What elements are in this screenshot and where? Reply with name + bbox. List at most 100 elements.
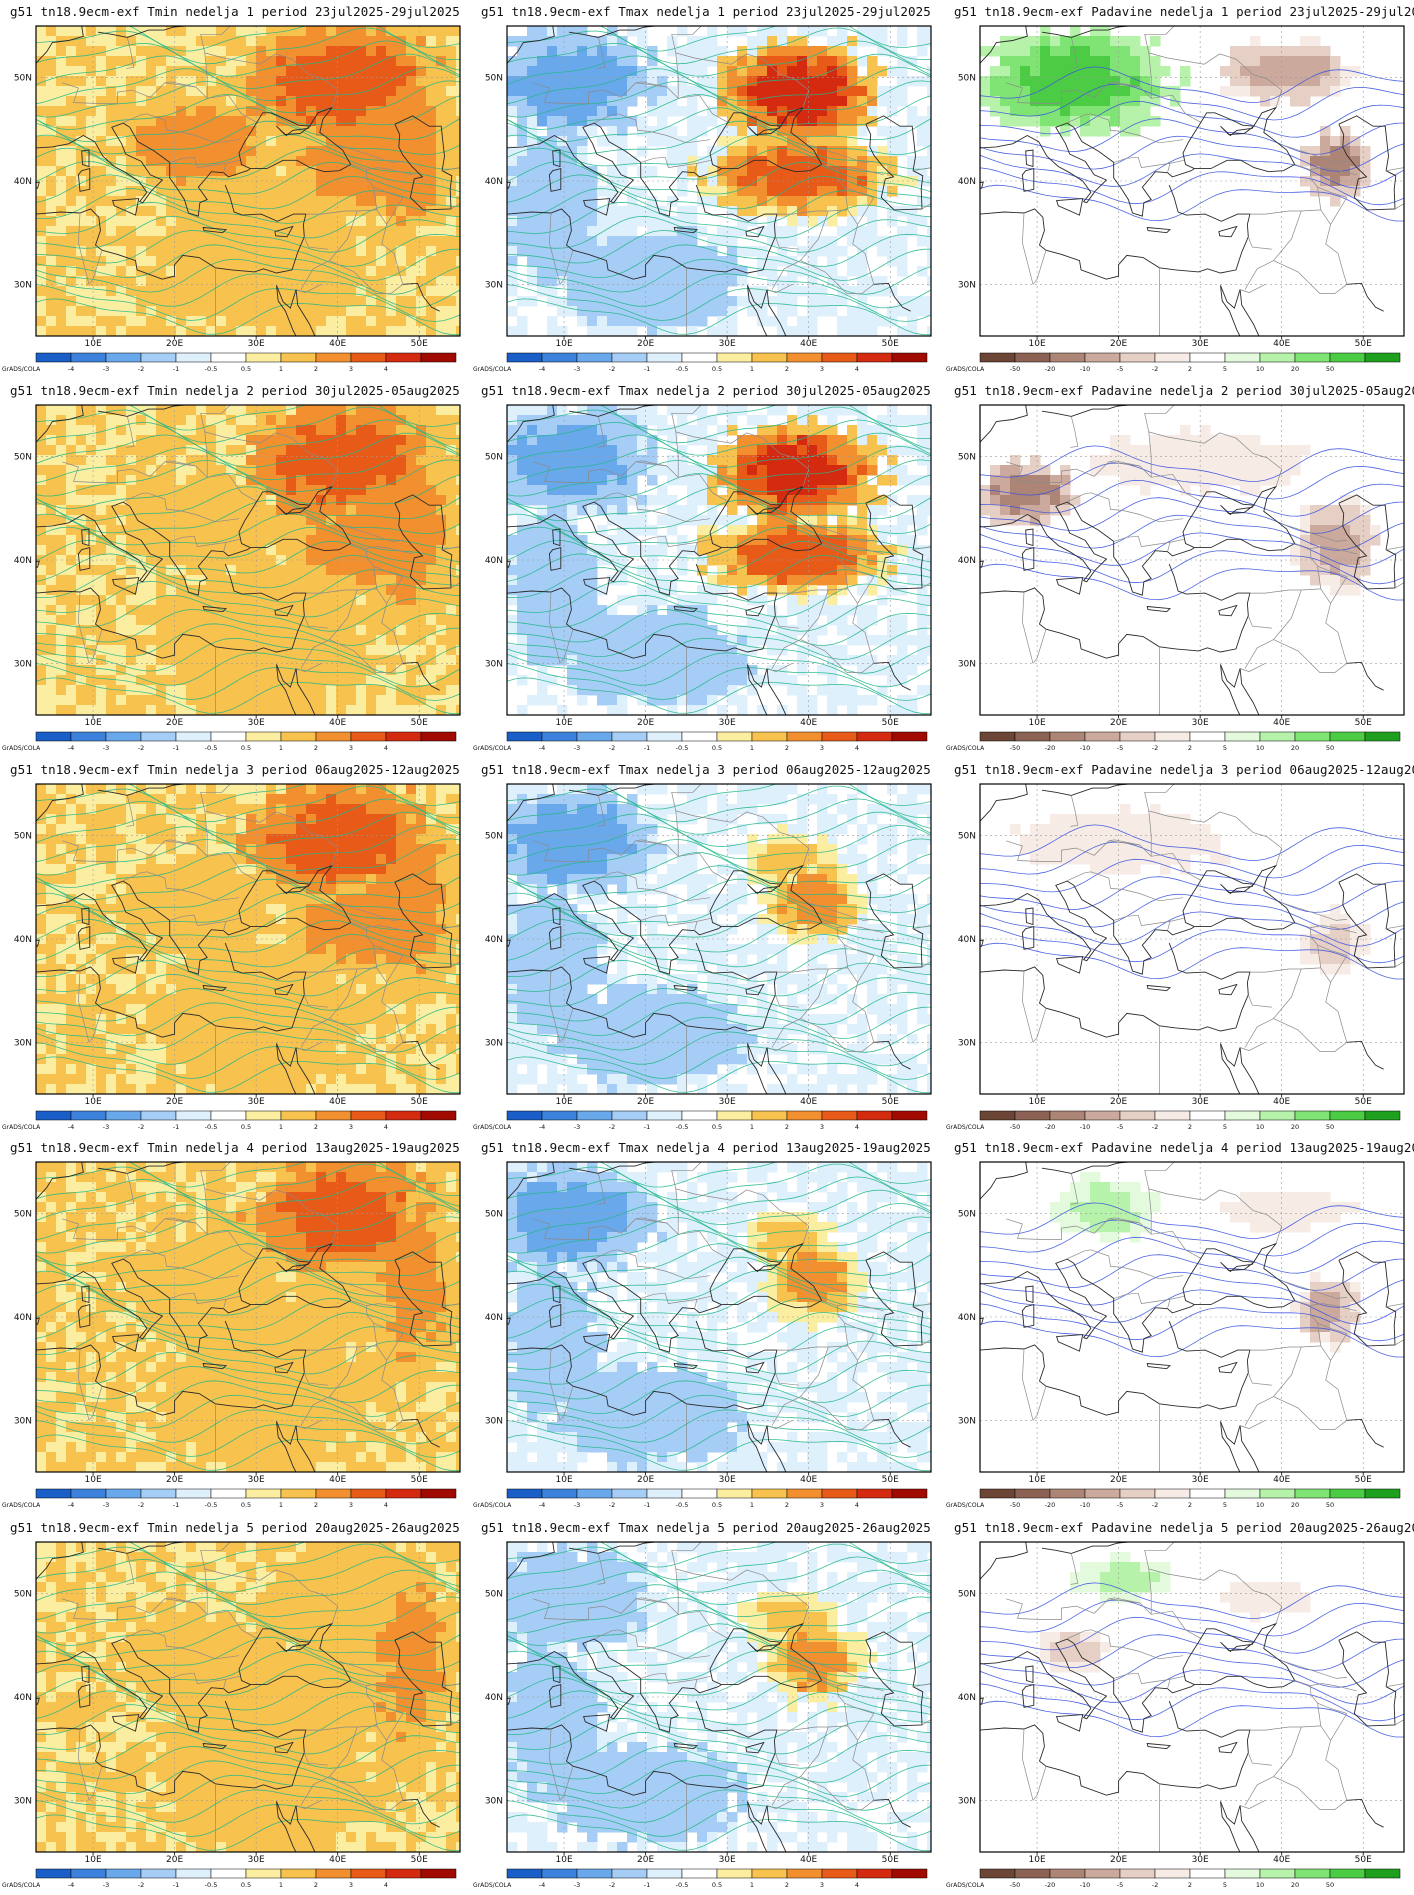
lon-tick-label: 20E [637,1097,654,1107]
colorbar-swatch [1049,731,1086,742]
lon-tick-label: 20E [1110,1097,1127,1107]
anomaly-field [507,405,931,715]
prec-panel-week-2: g51 tn18.9ecm-exf Padavine nedelja 2 per… [944,379,1414,758]
axis-labels: 10E 20E 30E 40E 50E 30N 40N 50N [14,1590,428,1865]
colorbar-tick-label: 4 [384,365,388,373]
colorbar-swatch [751,1110,788,1121]
map-frame [35,25,461,337]
lat-tick-label: 40N [14,556,32,566]
colorbar-tick-label: 1 [750,1123,754,1131]
colorbar-tick-label: 20 [1291,1881,1299,1889]
colorbar-tick-label: 3 [820,744,824,752]
lon-tick-label: 30E [719,339,736,349]
colorbar-tick-label: 5 [1223,365,1227,373]
colorbar-swatch [979,1868,1016,1879]
colorbar-tick-label: -0.5 [676,1123,689,1131]
graticule [980,26,1404,336]
colorbar-tick-label: 3 [820,1501,824,1509]
colorbar-swatch [576,731,613,742]
colorbar-swatch [1364,1110,1401,1121]
colorbar-swatch [681,731,718,742]
colorbar-swatch [1119,731,1156,742]
colorbar-tick-label: -0.5 [205,1501,218,1509]
colorbar-tick-label: 2 [785,1881,789,1889]
colorbar-tick-label: -3 [103,1881,109,1889]
colorbar-tick-label: -2 [1152,1501,1158,1509]
colorbar-tick-label: 4 [384,1123,388,1131]
grads-credit: GrADS/COLA [473,366,512,373]
lon-tick-label: 30E [1192,339,1209,349]
country-borders [61,405,460,715]
tmax-panel-week-1: g51 tn18.9ecm-exf Tmax nedelja 1 period … [471,0,941,379]
colorbar-tick-label: 2 [785,365,789,373]
map-frame [35,1541,461,1853]
colorbar-tick-label: 10 [1256,365,1264,373]
lat-tick-label: 30N [14,659,32,669]
lon-tick-label: 50E [1355,339,1372,349]
colorbar-swatch [646,1488,683,1499]
colorbar-swatch [1049,1868,1086,1879]
colorbar-tick-label: -1 [644,1501,650,1509]
lon-tick-label: 10E [556,1097,573,1107]
colorbar-swatch [1189,1488,1226,1499]
colorbar-swatch [506,1488,543,1499]
colorbar-tick-label: 50 [1326,1881,1334,1889]
anomaly-field [36,405,460,715]
lon-tick-label: 20E [1110,718,1127,728]
tmax-panel-week-2: g51 tn18.9ecm-exf Tmax nedelja 2 period … [471,379,941,758]
colorbar-swatch [1154,1868,1191,1879]
country-borders [532,26,931,336]
map-frame [979,783,1405,1095]
colorbar-tick-label: 1 [750,744,754,752]
axis-labels: 10E 20E 30E 40E 50E 30N 40N 50N [485,1590,899,1865]
colorbar-swatch [1329,1110,1366,1121]
colorbar-swatch [1014,1488,1051,1499]
colorbar-swatch [576,352,613,363]
lat-tick-label: 40N [14,1313,32,1323]
colorbar-swatch [1329,731,1366,742]
graticule [980,784,1404,1094]
colorbar-swatch [1189,1110,1226,1121]
colorbar-tick-label: -0.5 [676,744,689,752]
lat-tick-label: 40N [14,1693,32,1703]
colorbar-tick-label: -50 [1010,1123,1021,1131]
colorbar-swatch [245,1488,282,1499]
panel-title: g51 tn18.9ecm-exf Tmax nedelja 3 period … [481,762,931,777]
colorbar-swatch [1224,731,1261,742]
grads-credit: GrADS/COLA [2,366,41,373]
colorbar-swatch [1329,352,1366,363]
colorbar-tick-label: 2 [1188,365,1192,373]
colorbar-tick-label: -5 [1117,365,1123,373]
map-figure: 10E 20E 30E 40E 50E 30N 40N 50N -4 -3 -2 -1 -0.5 0.5 1… [2,404,461,752]
colorbar-swatch [1049,352,1086,363]
colorbar-tick-label: -2 [609,1881,615,1889]
colorbar-swatch [420,352,457,363]
colorbar: -50 -20 -10 -5 -2 2 5 10 20 50 GrADS/COLA [946,1488,1401,1509]
colorbar-swatch [979,352,1016,363]
colorbar-swatch [420,731,457,742]
colorbar-swatch [786,1110,823,1121]
colorbar-swatch [1154,731,1191,742]
colorbar-tick-label: 10 [1256,1501,1264,1509]
lon-tick-label: 50E [1355,718,1372,728]
colorbar-swatch [1294,1868,1331,1879]
grads-credit: GrADS/COLA [2,1882,41,1889]
lon-tick-label: 50E [1355,1475,1372,1485]
coastlines [507,26,924,336]
colorbar-tick-label: 0.5 [241,365,251,373]
lat-tick-label: 40N [958,1693,976,1703]
colorbar-swatch [1189,352,1226,363]
graticule [36,1162,460,1472]
colorbar-swatch [1224,1868,1261,1879]
lon-tick-label: 30E [248,1855,265,1865]
colorbar-tick-label: 0.5 [241,744,251,752]
panel-title: g51 tn18.9ecm-exf Tmax nedelja 1 period … [481,4,931,19]
lon-tick-label: 20E [166,1855,183,1865]
lon-tick-label: 10E [1029,339,1046,349]
colorbar-swatch [681,352,718,363]
colorbar: -4 -3 -2 -1 -0.5 0.5 1 2 3 4 GrADS/COLA [2,1488,457,1509]
colorbar-swatch [751,1868,788,1879]
colorbar-tick-label: 4 [855,1123,859,1131]
colorbar-swatch [1154,352,1191,363]
lon-tick-label: 40E [1273,718,1290,728]
